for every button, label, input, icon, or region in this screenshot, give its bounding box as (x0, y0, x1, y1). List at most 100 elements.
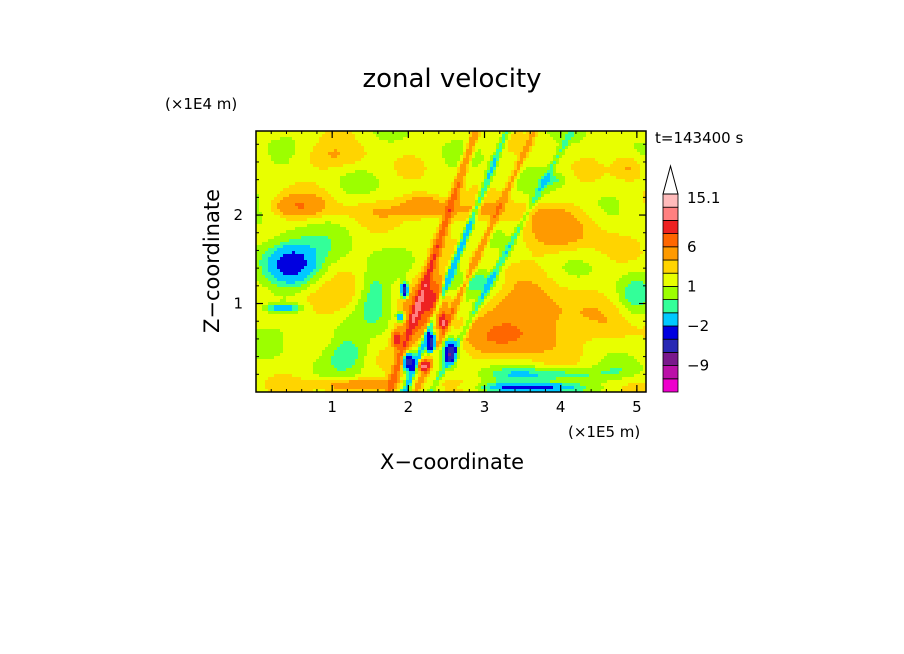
field-cell (349, 314, 364, 317)
field-cell (454, 203, 460, 206)
field-cell (478, 383, 487, 386)
field-cell (391, 311, 397, 314)
field-cell (505, 131, 508, 134)
field-cell (271, 155, 292, 158)
field-cell (418, 380, 424, 383)
field-cell (382, 305, 391, 308)
field-cell (532, 197, 538, 200)
field-cell (499, 161, 514, 164)
field-cell (322, 353, 334, 356)
field-cell (469, 269, 472, 272)
field-cell (355, 362, 364, 365)
field-cell (562, 389, 583, 392)
field-cell (442, 353, 445, 356)
field-cell (256, 212, 262, 215)
field-cell (454, 209, 469, 212)
field-cell (355, 275, 364, 278)
field-cell (436, 245, 439, 248)
field-cell (493, 308, 562, 311)
field-cell (418, 278, 421, 281)
field-cell (598, 203, 619, 206)
field-cell (451, 254, 454, 257)
field-cell (499, 203, 502, 206)
field-cell (409, 371, 415, 374)
field-cell (439, 245, 442, 248)
field-cell (427, 326, 433, 329)
field-cell (358, 221, 403, 224)
field-cell (367, 257, 415, 260)
field-cell (421, 374, 427, 377)
field-cell (406, 281, 409, 284)
field-cell (526, 152, 529, 155)
field-cell (445, 368, 454, 371)
field-cell (256, 344, 283, 347)
field-cell (478, 371, 493, 374)
field-cell (301, 236, 328, 239)
field-cell (406, 290, 409, 293)
field-cell (475, 305, 478, 308)
field-cell (562, 140, 568, 143)
field-cell (280, 353, 322, 356)
field-cell (406, 293, 409, 296)
field-cell (604, 293, 619, 296)
field-cell (445, 236, 451, 239)
field-cell (487, 296, 493, 299)
field-cell (430, 287, 439, 290)
field-cell (496, 200, 508, 203)
field-cell (523, 233, 535, 236)
field-cell (364, 284, 370, 287)
field-cell (451, 185, 454, 188)
field-cell (514, 227, 517, 230)
x-tick-label: 3 (480, 398, 490, 416)
field-cell (412, 347, 418, 350)
field-cell (457, 290, 460, 293)
field-cell (601, 176, 616, 179)
field-cell (637, 161, 646, 164)
field-cell (394, 332, 400, 335)
field-cell (424, 335, 427, 338)
field-cell (448, 266, 451, 269)
colorbar-segment (662, 259, 679, 274)
field-cell (517, 161, 523, 164)
field-cell (439, 263, 448, 266)
field-cell (514, 200, 529, 203)
field-cell (466, 299, 469, 302)
field-cell (619, 209, 646, 212)
field-cell (457, 245, 460, 248)
field-cell (403, 296, 406, 299)
field-cell (505, 272, 547, 275)
field-cell (550, 176, 556, 179)
field-cell (406, 329, 412, 332)
field-cell (514, 167, 517, 170)
field-cell (487, 194, 502, 197)
field-cell (460, 203, 475, 206)
field-cell (586, 386, 604, 389)
field-cell (502, 266, 508, 269)
field-cell (427, 248, 430, 251)
field-cell (583, 209, 604, 212)
field-cell (283, 335, 334, 338)
field-cell (499, 272, 505, 275)
field-cell (442, 242, 445, 245)
field-cell (439, 236, 442, 239)
field-cell (475, 386, 481, 389)
field-cell (517, 326, 556, 329)
field-cell (481, 236, 484, 239)
field-cell (508, 146, 523, 149)
field-cell (643, 194, 646, 197)
field-cell (301, 377, 358, 380)
field-cell (502, 134, 505, 137)
field-cell (355, 281, 364, 284)
field-cell (442, 245, 445, 248)
field-cell (448, 191, 451, 194)
field-cell (481, 257, 499, 260)
field-cell (481, 386, 490, 389)
field-cell (484, 251, 499, 254)
field-cell (574, 173, 604, 176)
field-cell (493, 272, 496, 275)
field-cell (454, 188, 457, 191)
field-cell (262, 242, 280, 245)
field-cell (496, 221, 499, 224)
field-cell (622, 314, 646, 317)
field-cell (487, 230, 490, 233)
